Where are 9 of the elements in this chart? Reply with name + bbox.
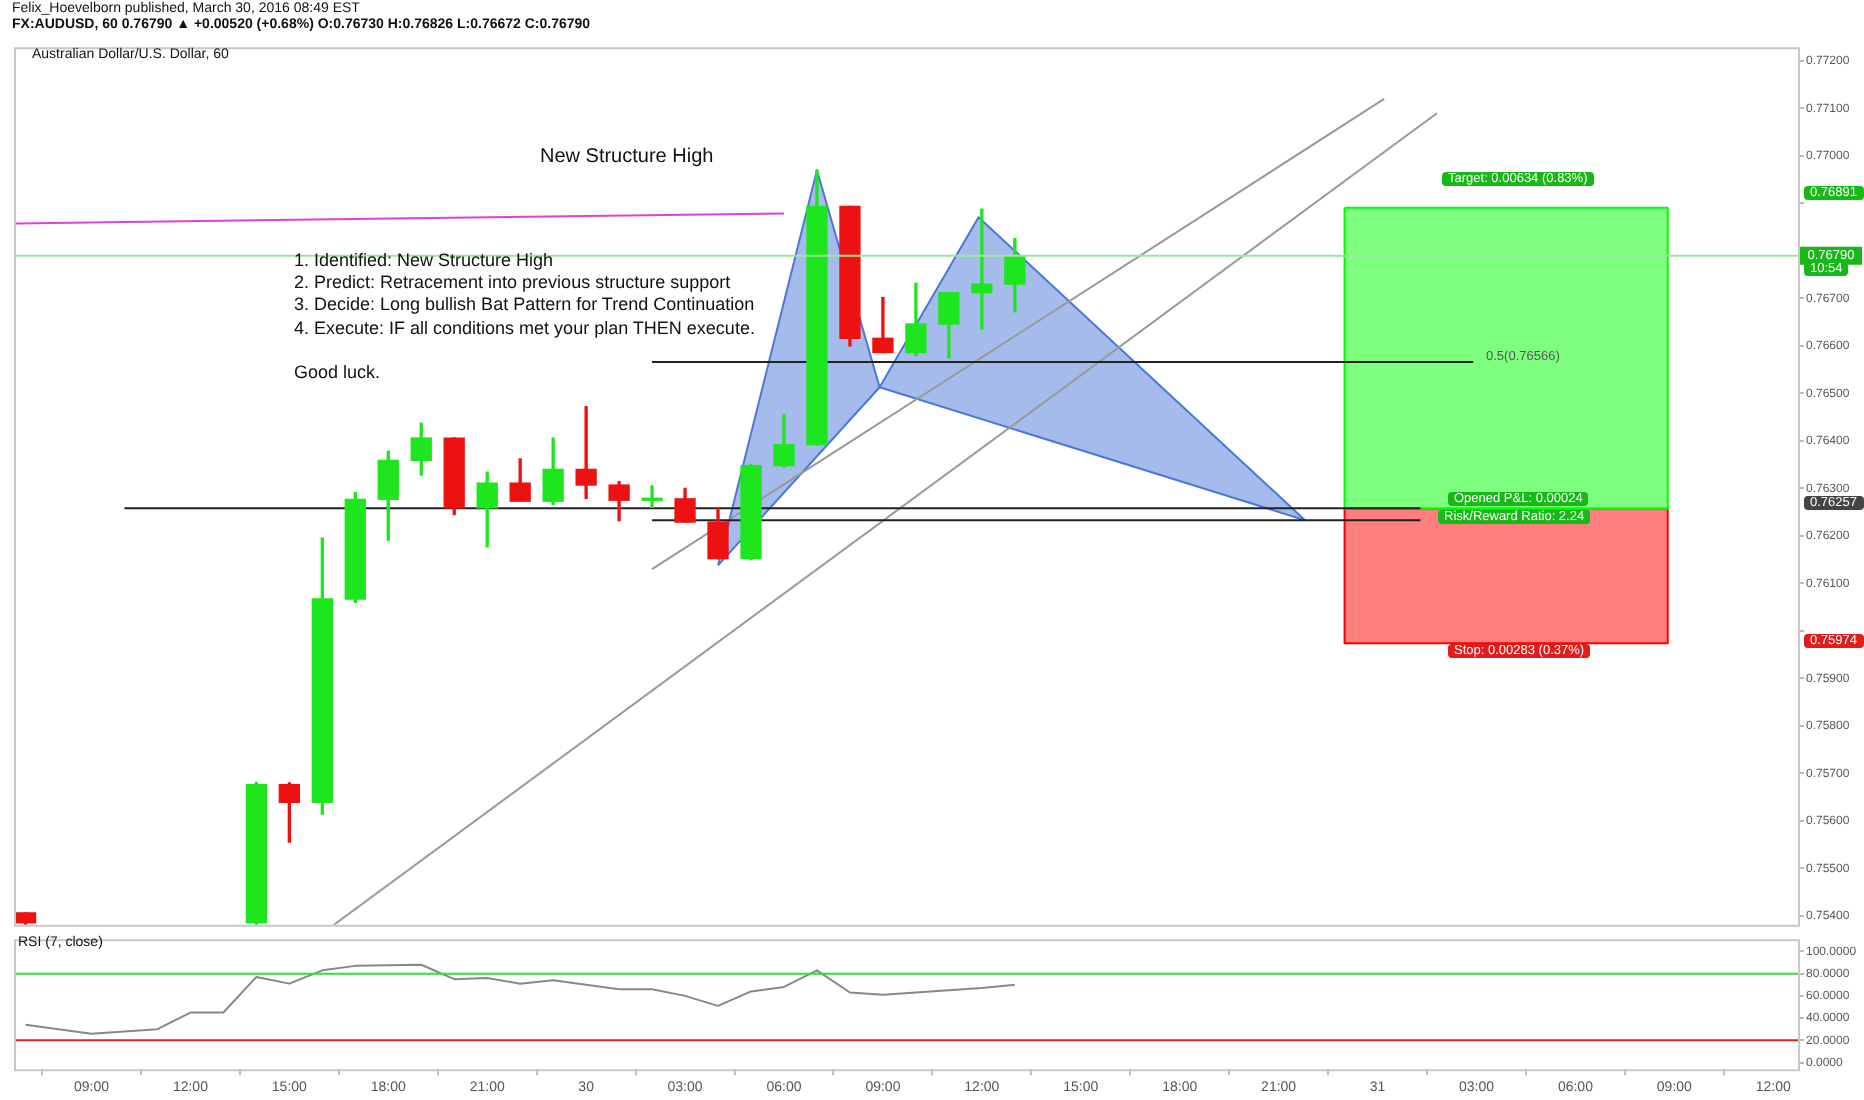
- annotation: 4. Execute: IF all conditions met your plan THEN execute.: [294, 318, 755, 339]
- candlestick: [971, 208, 993, 330]
- candlestick: [641, 485, 663, 509]
- annotation: 2. Predict: Retracement into previous structure support: [294, 272, 731, 293]
- annotation: Good luck.: [294, 362, 381, 383]
- annotation: 3. Decide: Long bullish Bat Pattern for Trend Continuation: [294, 294, 755, 315]
- candlestick: [575, 406, 597, 500]
- annotation: New Structure High: [540, 146, 714, 169]
- annotation: 1. Identified: New Structure High: [294, 250, 554, 271]
